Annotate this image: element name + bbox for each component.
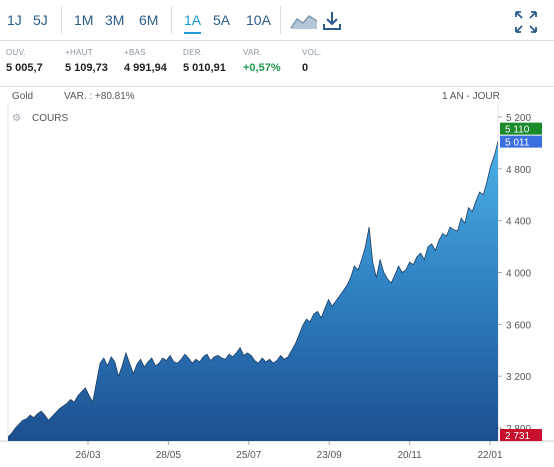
price-marker-label: 2 731 — [505, 431, 530, 442]
price-marker — [500, 135, 542, 148]
stat-label: DER. — [183, 48, 204, 57]
range-1m-button[interactable]: 1M — [74, 12, 94, 28]
stat-value: 5 109,73 — [65, 62, 108, 74]
price-line — [7, 141, 499, 438]
x-tick-label: 23/09 — [317, 450, 342, 461]
price-marker — [500, 122, 542, 135]
y-tick-label: 5 200 — [506, 113, 531, 124]
stat-label: +HAUT — [65, 48, 93, 57]
range-1j-button[interactable]: 1J — [7, 12, 22, 28]
stat-label: +BAS — [124, 48, 146, 57]
price-area — [8, 141, 498, 441]
x-tick-label: 22/01 — [477, 450, 502, 461]
price-markers: 5 110 5 011 2 731 — [500, 122, 542, 442]
y-tick-label: 3 200 — [506, 372, 531, 383]
period-variation: VAR. : +80.81% — [64, 91, 135, 102]
stat-label: VAR. — [243, 48, 263, 57]
instrument-name: Gold — [12, 91, 34, 102]
price-marker — [500, 429, 542, 441]
gear-icon[interactable]: ⚙ — [12, 113, 21, 124]
stat-low: +BAS 4 991,94 — [124, 48, 167, 74]
range-5a-button[interactable]: 5A — [213, 12, 231, 28]
y-tick-label: 4 000 — [506, 269, 531, 280]
series-label: COURS — [32, 113, 68, 124]
stat-value: 4 991,94 — [124, 62, 167, 74]
range-3m-button[interactable]: 3M — [105, 12, 125, 28]
x-tick-label: 28/05 — [156, 450, 181, 461]
stats-bar: OUV. 5 005,7 +HAUT 5 109,73 +BAS 4 991,9… — [0, 41, 554, 87]
fullscreen-icon[interactable] — [514, 10, 538, 34]
stat-last: DER. 5 010,91 — [183, 48, 226, 74]
download-icon[interactable] — [321, 10, 343, 32]
toolbar-divider — [280, 6, 281, 34]
x-tick-label: 26/03 — [75, 450, 100, 461]
y-tick-label: 4 400 — [506, 217, 531, 228]
series-toggle[interactable]: ⚙ COURS — [12, 113, 68, 124]
stat-variation: VAR. +0,57% — [243, 48, 281, 74]
price-marker-label: 5 011 — [505, 138, 530, 149]
stat-value: 0 — [302, 62, 309, 74]
toolbar-divider — [61, 6, 62, 34]
period-label: 1 AN - JOUR — [442, 91, 500, 102]
stat-high: +HAUT 5 109,73 — [65, 48, 108, 74]
x-tick-label: 25/07 — [236, 450, 261, 461]
toolbar: 1J 5J 1M 3M 6M 1A 5A 10A — [0, 0, 554, 41]
y-tick-label: 3 600 — [506, 320, 531, 331]
stat-value: +0,57% — [243, 62, 281, 74]
x-tick-label: 20/11 — [397, 450, 422, 461]
stat-open: OUV. 5 005,7 — [6, 48, 43, 74]
range-6m-button[interactable]: 6M — [139, 12, 159, 28]
range-10a-button[interactable]: 10A — [246, 12, 271, 28]
price-marker-label: 5 110 — [505, 125, 530, 136]
toolbar-divider — [171, 6, 172, 34]
range-1a-button[interactable]: 1A — [184, 0, 202, 40]
stat-label: OUV. — [6, 48, 27, 57]
stat-volume: VOL. 0 — [302, 48, 321, 74]
stat-value: 5 010,91 — [183, 62, 226, 74]
area-chart-icon[interactable] — [290, 12, 318, 30]
stat-value: 5 005,7 — [6, 62, 43, 74]
y-tick-label: 4 800 — [506, 165, 531, 176]
range-5j-button[interactable]: 5J — [33, 12, 48, 28]
stat-label: VOL. — [302, 48, 322, 57]
x-axis: 26/03 28/05 25/07 23/09 20/11 22/01 — [75, 441, 503, 461]
